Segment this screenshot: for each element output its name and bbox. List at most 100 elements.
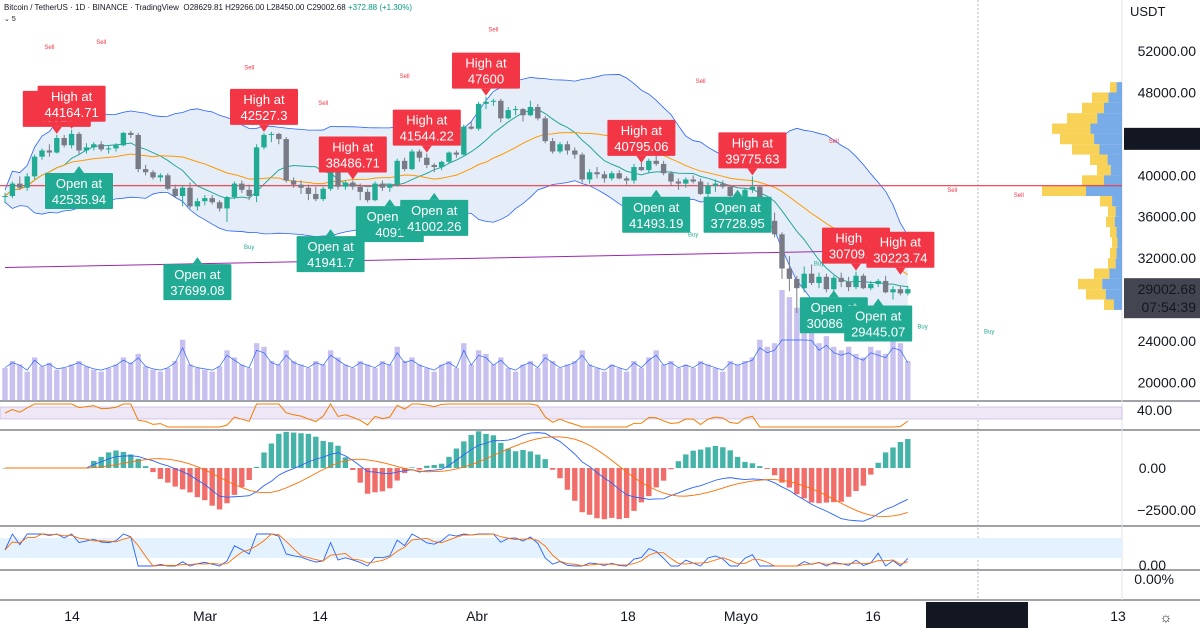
candle-body bbox=[120, 132, 127, 146]
macd-histogram-bar bbox=[697, 449, 704, 468]
ma200-line bbox=[4, 249, 908, 268]
indicator-count: 5 bbox=[11, 16, 16, 23]
macd-histogram-bar bbox=[165, 468, 171, 483]
buy-signal-text: Buy bbox=[688, 232, 698, 238]
candle-body bbox=[68, 133, 75, 146]
callout-pointer bbox=[347, 172, 358, 180]
volume-bar bbox=[875, 350, 881, 400]
volume-bar bbox=[734, 364, 741, 400]
volume-bar bbox=[631, 360, 637, 400]
level-label: 43521.45 bbox=[1138, 131, 1197, 147]
volume-bar bbox=[468, 364, 474, 400]
volume-bar bbox=[586, 364, 593, 400]
volume-bar bbox=[816, 343, 822, 400]
volume-bar bbox=[394, 346, 400, 400]
callout-value: 4091 bbox=[375, 225, 404, 240]
volume-bar bbox=[239, 364, 245, 400]
volume-bar bbox=[838, 350, 844, 400]
volume-bar bbox=[712, 368, 719, 400]
volume-bar bbox=[609, 364, 615, 400]
volume-profile-bar bbox=[1094, 133, 1122, 145]
callout-label: Open at bbox=[633, 200, 680, 215]
macd-histogram-bar bbox=[572, 468, 578, 501]
callout-box bbox=[37, 85, 106, 122]
date-tick-label: Abr bbox=[466, 608, 488, 624]
volume-bar bbox=[128, 362, 134, 400]
callout-label: Open at bbox=[855, 308, 902, 323]
candle-body bbox=[194, 201, 201, 207]
volume-profile-bar bbox=[1086, 185, 1122, 197]
stoch-axis-label: 0.00 bbox=[1139, 557, 1166, 573]
macd-histogram-bar bbox=[616, 468, 622, 520]
volume-bar bbox=[483, 353, 489, 400]
candle bbox=[357, 183, 363, 201]
volume-profile-bar bbox=[1097, 164, 1111, 176]
indicator-toggle[interactable]: ⌄ 5 bbox=[4, 16, 16, 23]
currency-label[interactable]: USDT bbox=[1130, 4, 1166, 19]
candle bbox=[298, 180, 304, 194]
candle bbox=[572, 147, 578, 159]
volume-bar bbox=[557, 368, 563, 400]
macd-histogram-bar bbox=[831, 468, 837, 503]
volume-bar bbox=[660, 364, 667, 400]
symbol-line[interactable]: Bitcoin / TetherUS · 1D · BINANCE · Trad… bbox=[4, 3, 179, 12]
macd-histogram-bar bbox=[276, 433, 282, 468]
volume-bar bbox=[905, 360, 911, 400]
candle bbox=[157, 173, 164, 182]
candle bbox=[83, 143, 90, 154]
candle bbox=[660, 160, 667, 176]
volume-bar bbox=[24, 371, 30, 400]
callout-label: Open at bbox=[174, 267, 221, 282]
callout-box bbox=[163, 264, 232, 301]
volume-bar bbox=[897, 343, 904, 400]
volume-bar bbox=[890, 339, 896, 400]
candle-body bbox=[209, 198, 215, 203]
callout-pointer bbox=[325, 229, 336, 237]
candle-body bbox=[616, 173, 622, 179]
macd-histogram-bar bbox=[105, 452, 112, 468]
candle-body bbox=[675, 181, 682, 184]
candle bbox=[224, 196, 230, 222]
volume-bar bbox=[549, 360, 556, 400]
buy-signal-text: Buy bbox=[814, 261, 824, 267]
candle bbox=[527, 100, 534, 117]
callout-pointer bbox=[259, 124, 269, 132]
candle-body bbox=[172, 188, 178, 197]
candle bbox=[31, 154, 38, 180]
candle-body bbox=[816, 276, 822, 283]
buy-signal-text: Buy bbox=[984, 330, 994, 336]
sell-signal-text: Sell bbox=[96, 40, 106, 46]
callout-value: 42535.94 bbox=[52, 192, 106, 207]
volume-bar bbox=[409, 357, 415, 400]
macd-histogram-bar bbox=[505, 448, 511, 468]
candle bbox=[76, 131, 82, 155]
callout-value: 39775.63 bbox=[725, 151, 779, 166]
macd-histogram-bar bbox=[683, 454, 689, 468]
volume-profile-bar bbox=[1106, 216, 1115, 228]
candle bbox=[424, 153, 430, 169]
candle bbox=[372, 181, 378, 202]
callout-label: High at bbox=[406, 113, 448, 128]
candle bbox=[816, 272, 822, 289]
candle-body bbox=[845, 281, 852, 288]
candle-body bbox=[17, 183, 23, 188]
candle-body bbox=[135, 134, 141, 170]
volume-bar bbox=[68, 364, 75, 400]
volume-profile-bar bbox=[1067, 113, 1098, 124]
volume-profile-bar bbox=[1094, 268, 1110, 279]
macd-histogram-bar bbox=[838, 468, 844, 502]
volume-bar bbox=[401, 360, 408, 400]
volume-bar bbox=[646, 357, 652, 400]
candle bbox=[379, 180, 386, 191]
candle-body bbox=[831, 277, 837, 290]
candle bbox=[557, 142, 563, 154]
macd-histogram-bar bbox=[246, 468, 252, 480]
sell-signal-text: Sell bbox=[488, 27, 498, 33]
callout-pointer bbox=[429, 192, 440, 200]
volume-profile-bar bbox=[1092, 92, 1109, 103]
callout-pointer bbox=[192, 257, 203, 265]
candle-body bbox=[401, 160, 408, 170]
